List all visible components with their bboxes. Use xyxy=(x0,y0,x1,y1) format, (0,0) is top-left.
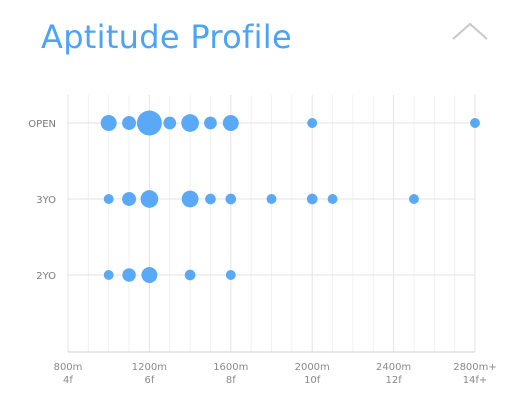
data-point xyxy=(225,270,236,280)
grid-layer xyxy=(67,95,476,353)
category-label: 3YO xyxy=(36,195,56,206)
category-labels: OPEN 3YO 2YO xyxy=(28,119,56,282)
x-tick-sublabel: 10f xyxy=(304,375,321,386)
data-point xyxy=(122,192,137,206)
data-point xyxy=(470,118,480,128)
data-point xyxy=(100,115,117,131)
chevron-up-icon xyxy=(452,22,488,40)
data-point xyxy=(266,194,277,204)
data-point xyxy=(136,110,162,136)
page-title: Aptitude Profile xyxy=(41,18,292,56)
data-point xyxy=(181,114,199,132)
data-point xyxy=(205,193,216,205)
x-tick-label: 800m xyxy=(54,362,83,373)
x-tick-label: 2800m+ xyxy=(453,362,497,373)
x-tick-labels: 800m 4f 1200m 6f 1600m 8f 2000m 10f 2400m 12f 2800… xyxy=(54,362,497,386)
data-point xyxy=(103,194,114,204)
data-point xyxy=(140,190,159,208)
data-point xyxy=(122,268,136,282)
category-label: OPEN xyxy=(28,119,56,130)
x-tick-sublabel: 8f xyxy=(226,375,236,386)
x-tick-sublabel: 14f+ xyxy=(463,375,488,386)
x-tick-label: 2000m xyxy=(295,362,330,373)
collapse-button[interactable] xyxy=(450,20,490,44)
data-point xyxy=(122,116,137,130)
x-tick-sublabel: 4f xyxy=(63,375,73,386)
data-point xyxy=(306,193,318,205)
x-tick-label: 1200m xyxy=(132,362,167,373)
data-point xyxy=(181,190,199,208)
x-tick-label: 2400m xyxy=(376,362,411,373)
data-point xyxy=(163,116,177,130)
data-point xyxy=(222,115,239,131)
data-point xyxy=(184,269,196,281)
data-point xyxy=(307,118,318,128)
category-label: 2YO xyxy=(36,271,56,282)
x-tick-label: 1600m xyxy=(213,362,248,373)
data-point xyxy=(141,267,158,283)
data-point xyxy=(409,194,419,204)
data-point xyxy=(204,116,217,130)
data-point xyxy=(327,194,338,204)
data-point xyxy=(103,270,114,280)
x-tick-sublabel: 12f xyxy=(385,375,402,386)
data-points xyxy=(100,110,480,283)
data-point xyxy=(225,193,237,205)
x-tick-sublabel: 6f xyxy=(144,375,154,386)
